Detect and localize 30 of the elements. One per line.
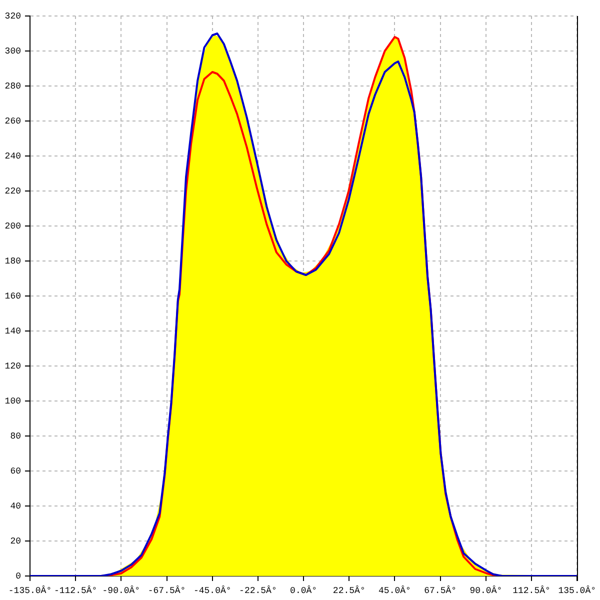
y-tick-label: 40 bbox=[10, 501, 21, 512]
x-tick-label: 90.0Â° bbox=[470, 584, 502, 596]
x-tick-label: 67.5Â° bbox=[424, 584, 457, 596]
y-tick-label: 320 bbox=[4, 11, 21, 22]
x-tick-label: 112.5Â° bbox=[512, 584, 550, 596]
y-tick-label: 220 bbox=[4, 186, 21, 196]
y-tick-label: 20 bbox=[10, 536, 21, 546]
x-tick-label: -112.5Â° bbox=[54, 584, 98, 596]
y-tick-label: 100 bbox=[4, 396, 21, 406]
y-tick-label: 260 bbox=[4, 116, 21, 126]
y-tick-label: 140 bbox=[4, 326, 21, 336]
y-tick-label: 120 bbox=[4, 361, 21, 372]
x-tick-label: 135.0Â° bbox=[558, 584, 596, 596]
y-tick-label: 200 bbox=[4, 221, 21, 232]
y-tick-label: 180 bbox=[4, 256, 21, 266]
x-tick-label: 22.5Â° bbox=[332, 584, 366, 596]
y-tick-label: 280 bbox=[4, 81, 21, 92]
x-tick-label: 45.0Â° bbox=[378, 584, 411, 596]
y-tick-label: 0 bbox=[16, 571, 21, 582]
x-tick-label: 0.0Â° bbox=[290, 584, 318, 596]
x-tick-label: -45.0Â° bbox=[193, 584, 232, 596]
x-tick-label: -67.5Â° bbox=[148, 584, 186, 596]
y-tick-label: 300 bbox=[4, 46, 21, 56]
x-tick-label: -22.5Â° bbox=[239, 584, 277, 596]
x-tick-label: -135.0Â° bbox=[8, 584, 52, 596]
x-tick-label: -90.0Â° bbox=[102, 584, 140, 596]
y-tick-label: 80 bbox=[10, 431, 21, 442]
y-tick-label: 160 bbox=[4, 291, 21, 302]
y-tick-label: 240 bbox=[4, 151, 21, 162]
y-tick-label: 60 bbox=[10, 466, 21, 476]
